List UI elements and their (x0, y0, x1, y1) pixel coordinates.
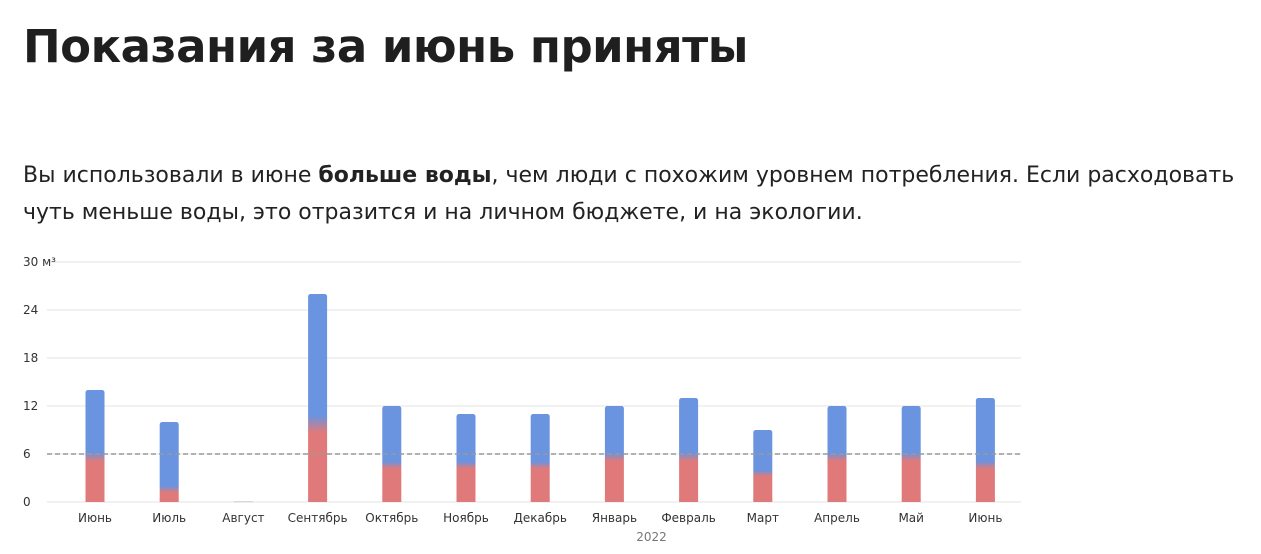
x-tick-label: Январь (592, 511, 637, 525)
bar-0-base (85, 499, 105, 502)
x-tick-label: Июнь (78, 511, 112, 525)
bar-5-base (456, 499, 476, 502)
summary-text-start: Вы использовали в июне (23, 163, 319, 188)
chart-bars (85, 294, 995, 503)
x-tick-label: Март (747, 511, 779, 525)
water-consumption-chart: 0 6 12 18 24 30 м³ Июнь Июль Август Сентябрь Октя… (23, 255, 1021, 544)
y-tick-label: 12 (23, 399, 38, 413)
consumption-summary: Вы использовали в июне больше воды, чем … (23, 157, 1248, 231)
bar-1 (159, 422, 179, 502)
bar-6-base (530, 499, 550, 502)
x-tick-label: Август (222, 511, 264, 525)
summary-text-end: , чем люди с похожим уровнем потребления… (23, 163, 1235, 225)
y-tick-label: 24 (23, 303, 38, 317)
x-tick-label: Апрель (814, 511, 860, 525)
y-axis-ticks: 0 6 12 18 24 30 м³ (23, 255, 56, 509)
y-tick-label: 30 м³ (23, 255, 56, 269)
x-tick-label: Ноябрь (443, 511, 489, 525)
page-title: Показания за июнь приняты (23, 20, 748, 73)
bar-7 (604, 406, 624, 502)
bar-11-base (901, 499, 921, 502)
x-axis-ticks: Июнь Июль Август Сентябрь Октябрь Ноябрь Декаб… (78, 511, 1002, 544)
bar-8 (679, 398, 699, 502)
bar-12-base (975, 499, 995, 502)
bar-9 (753, 430, 773, 502)
bar-6 (530, 414, 550, 502)
bar-3 (308, 294, 328, 502)
bar-4-base (382, 499, 402, 502)
x-tick-label: Май (898, 511, 924, 525)
bar-1-base (159, 499, 179, 502)
y-tick-label: 0 (23, 495, 31, 509)
bar-5 (456, 414, 476, 502)
x-tick-label: Октябрь (365, 511, 418, 525)
bar-10 (827, 406, 847, 502)
bar-12 (975, 398, 995, 502)
bar-0 (85, 390, 105, 502)
bar-8-base (679, 499, 699, 502)
year-label: 2022 (636, 530, 667, 544)
bar-2 (233, 501, 253, 503)
x-tick-label: Июнь (968, 511, 1002, 525)
y-tick-label: 6 (23, 447, 31, 461)
bar-7-base (604, 499, 624, 502)
x-tick-label: Декабрь (513, 511, 566, 525)
summary-highlight: больше воды (318, 163, 492, 188)
bar-10-base (827, 499, 847, 502)
x-tick-label: Июль (152, 511, 186, 525)
y-tick-label: 18 (23, 351, 38, 365)
x-tick-label: Февраль (661, 511, 716, 525)
bar-3-base (308, 499, 328, 502)
bar-9-base (753, 499, 773, 502)
x-tick-label: Сентябрь (288, 511, 348, 525)
